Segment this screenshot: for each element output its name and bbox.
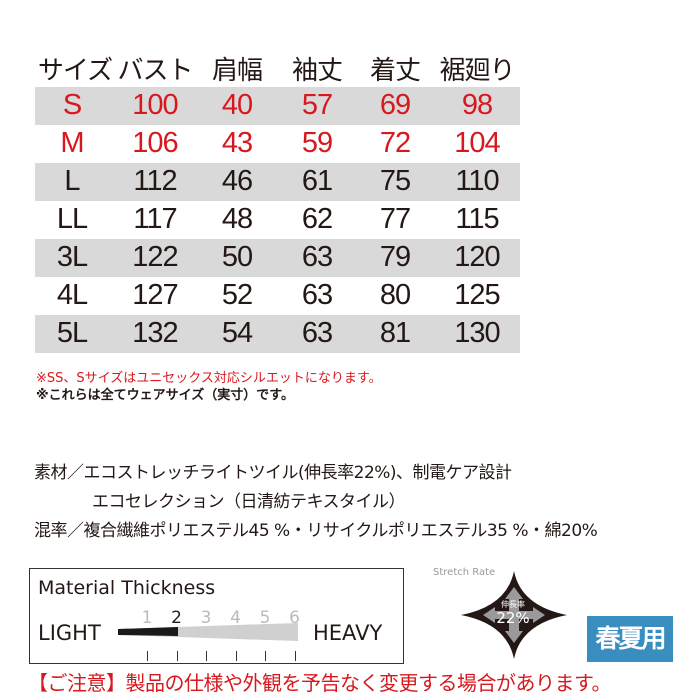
measure-cell: 132 xyxy=(132,317,178,349)
measure-cell: 104 xyxy=(454,127,500,159)
size-cell: S xyxy=(62,89,82,121)
measure-cell: 75 xyxy=(379,165,411,197)
stretch-star-icon xyxy=(461,571,567,659)
measure-cell: 43 xyxy=(221,127,253,159)
size-cell: M xyxy=(60,127,84,159)
thickness-level: 6 xyxy=(289,608,300,628)
thickness-level: 5 xyxy=(259,608,271,628)
measure-cell: 81 xyxy=(379,317,411,349)
measure-cell: 46 xyxy=(221,165,253,197)
actual-size-note: ※これらは全てウェアサイズ（実寸）です。 xyxy=(36,388,294,403)
measure-cell: 40 xyxy=(221,89,253,121)
measure-cell: 61 xyxy=(301,165,333,197)
measure-cell: 80 xyxy=(379,279,411,311)
size-cell: LL xyxy=(56,203,88,235)
thickness-level: 1 xyxy=(141,608,153,628)
thickness-tick xyxy=(176,651,178,661)
header-cell: 肩幅 xyxy=(211,56,263,86)
blend-text: 混率／複合繊維ポリエステル45 %・リサイクルポリエステル35 %・綿20% xyxy=(34,521,598,541)
measure-cell: 122 xyxy=(132,241,178,273)
measure-cell: 106 xyxy=(132,127,178,159)
measure-cell: 54 xyxy=(221,317,253,349)
thickness-level: 3 xyxy=(200,608,212,628)
measure-cell: 48 xyxy=(221,203,253,235)
thickness-tick xyxy=(294,651,296,661)
season-badge: 春夏用 xyxy=(587,616,673,662)
header-cell: 着丈 xyxy=(369,56,421,86)
thickness-level: 4 xyxy=(230,608,241,628)
measure-cell: 125 xyxy=(454,279,500,311)
measure-cell: 63 xyxy=(301,241,333,273)
measure-cell: 127 xyxy=(132,279,178,311)
thickness-scale xyxy=(118,623,298,641)
stretch-rate-label: Stretch Rate xyxy=(433,567,496,578)
table-row: M 106 43 59 72 104 xyxy=(35,125,520,163)
caution-text: 【ご注意】製品の仕様や外観を予告なく変更する場合があります。 xyxy=(28,671,612,695)
unisex-note: ※SS、Sサイズはユニセックス対応シルエットになります。 xyxy=(36,371,382,386)
measure-cell: 52 xyxy=(221,279,253,311)
stretch-inner-label: 伸長率 xyxy=(501,600,525,609)
measure-cell: 72 xyxy=(379,127,411,159)
header-cell: バスト xyxy=(117,56,193,86)
measure-cell: 59 xyxy=(301,127,333,159)
thickness-tick xyxy=(147,651,148,661)
measure-cell: 110 xyxy=(455,165,499,197)
light-label: LIGHT xyxy=(38,621,101,645)
measure-cell: 62 xyxy=(301,203,333,235)
measure-cell: 63 xyxy=(301,317,333,349)
header-cell: 袖丈 xyxy=(291,56,343,86)
measure-cell: 57 xyxy=(301,89,333,121)
header-cell: サイズ xyxy=(37,56,113,86)
measure-cell: 69 xyxy=(379,89,411,121)
measure-cell: 115 xyxy=(455,203,499,235)
size-cell: L xyxy=(64,165,80,197)
measure-cell: 63 xyxy=(301,279,333,311)
measure-cell: 117 xyxy=(133,203,177,235)
table-row: L 112 46 61 75 110 xyxy=(35,163,520,201)
measure-cell: 77 xyxy=(379,203,411,235)
measure-cell: 79 xyxy=(379,241,411,273)
thickness-tick xyxy=(235,651,237,661)
measure-cell: 112 xyxy=(133,165,177,197)
measure-cell: 120 xyxy=(454,241,500,273)
size-cell: 5L xyxy=(56,317,88,349)
material-text-2: エコセレクション（日清紡テキスタイル） xyxy=(92,492,406,512)
thickness-level: 2 xyxy=(171,608,182,628)
size-cell: 4L xyxy=(56,279,88,311)
measure-cell: 98 xyxy=(461,89,493,121)
header-cell: 裾廻り xyxy=(439,56,515,86)
table-row: 5L 132 54 63 81 130 xyxy=(35,315,520,353)
measure-cell: 50 xyxy=(221,241,253,273)
material-text: 素材／エコストレッチライトツイル(伸長率22%)、制電ケア設計 xyxy=(34,463,512,483)
thickness-bar-fill xyxy=(118,627,178,636)
measure-cell: 130 xyxy=(454,317,500,349)
heavy-label: HEAVY xyxy=(313,621,383,645)
table-row: S 100 40 57 69 98 xyxy=(35,87,520,125)
size-cell: 3L xyxy=(56,241,88,273)
thickness-title: Material Thickness xyxy=(38,577,216,599)
table-row: 4L 127 52 63 80 125 xyxy=(35,277,520,315)
table-row: 3L 122 50 63 79 120 xyxy=(35,239,520,277)
measure-cell: 100 xyxy=(132,89,178,121)
thickness-tick xyxy=(265,651,266,661)
thickness-tick xyxy=(206,651,207,661)
table-row: LL 117 48 62 77 115 xyxy=(35,201,520,239)
stretch-value: 22% xyxy=(496,609,530,627)
